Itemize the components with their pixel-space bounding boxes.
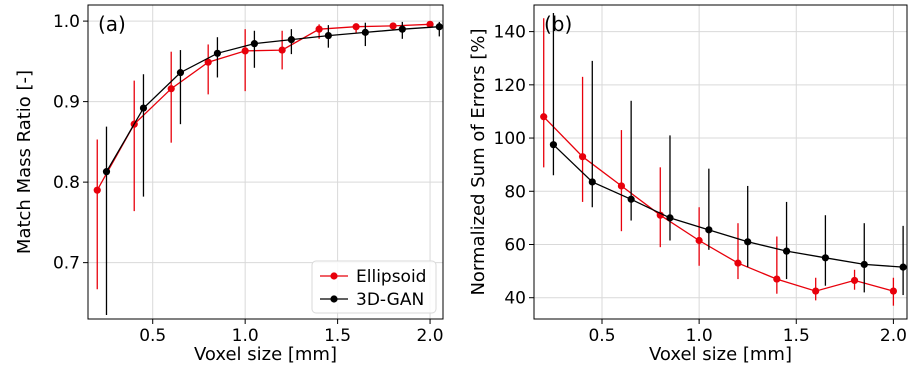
gan-data-point: [102, 168, 111, 176]
ellipsoid-data-point: [734, 259, 742, 267]
ellipsoid-data-point: [850, 276, 859, 285]
x-tick-label: 1.5: [783, 326, 810, 346]
plot-frame: [533, 4, 908, 320]
x-tick-label: 2.0: [417, 326, 444, 346]
ellipsoid-data-point: [695, 236, 703, 245]
panel-label: (b): [544, 12, 572, 36]
gan-data-point: [821, 254, 830, 262]
legend-label-ellipsoid: Ellipsoid: [356, 267, 426, 287]
ellipsoid-data-point: [204, 58, 212, 66]
panel-label: (a): [98, 12, 126, 36]
ellipsoid-data-point: [241, 47, 249, 55]
y-axis-label: Normalized Sum of Errors [%]: [468, 28, 489, 295]
gan-data-point: [782, 247, 791, 255]
ellipsoid-data-point: [889, 287, 898, 295]
y-axis-label: Match Mass Ratio [-]: [14, 70, 35, 254]
ellipsoid-data-point: [617, 182, 626, 190]
legend-label-gan: 3D-GAN: [356, 290, 424, 310]
y-tick-label: 0.9: [53, 93, 80, 113]
ellipsoid-data-point: [315, 25, 323, 33]
chart-panel-b: 0.5 1.0 1.5 2.0 40 60 80 100 120 140 Voxel size [m…: [468, 4, 908, 365]
y-tick-label: 100: [494, 129, 526, 149]
gan-data-point: [435, 23, 443, 31]
ellipsoid-data-point: [773, 275, 781, 283]
gan-series-line: [552, 144, 904, 268]
y-tick-label: 1.0: [53, 12, 80, 32]
gan-data-point: [250, 40, 259, 48]
x-axis-label: Voxel size [mm]: [649, 344, 792, 365]
gan-data-point: [361, 28, 369, 36]
x-tick-label: 0.5: [588, 326, 615, 346]
x-tick-label: 2.0: [880, 326, 907, 346]
gan-data-point: [705, 226, 713, 234]
y-tick-label: 80: [504, 182, 526, 202]
gan-series-line: [105, 26, 440, 173]
legend-marker-ellipsoid: [330, 272, 338, 280]
gan-data-point: [744, 238, 752, 246]
ellipsoid-data-point: [352, 23, 360, 31]
y-tick-label: 120: [494, 76, 526, 96]
ellipsoid-data-point: [812, 287, 820, 295]
ellipsoid-series-line: [543, 116, 894, 292]
legend: Ellipsoid 3D-GAN: [311, 260, 437, 314]
gan-data-point: [627, 195, 635, 203]
legend-box: [311, 260, 437, 314]
gan-data-point: [666, 214, 674, 222]
gan-data-point: [213, 49, 222, 57]
x-tick-label: 1.0: [686, 326, 713, 346]
ellipsoid-data-point: [578, 153, 587, 161]
plot-frame: [87, 4, 444, 320]
legend-marker-gan: [330, 295, 338, 303]
ellipsoid-data-point: [167, 85, 175, 93]
ellipsoid-data-point: [93, 186, 101, 194]
y-tick-label: 0.7: [53, 254, 80, 274]
gan-data-point: [139, 104, 148, 112]
ellipsoid-data-point: [540, 113, 548, 121]
gan-data-point: [398, 25, 406, 33]
ellipsoid-data-point: [389, 22, 397, 30]
x-tick-label: 1.0: [232, 326, 259, 346]
gan-data-point: [588, 178, 596, 186]
x-tick-label: 1.5: [324, 326, 351, 346]
ellipsoid-data-point: [426, 20, 434, 28]
gan-data-point: [287, 36, 295, 44]
gan-data-point: [324, 31, 332, 40]
y-tick-label: 40: [504, 289, 526, 309]
y-tick-label: 60: [504, 235, 526, 255]
ellipsoid-data-point: [278, 46, 286, 54]
gan-data-point: [860, 260, 868, 269]
y-tick-label: 0.8: [53, 173, 80, 193]
gan-data-point: [176, 69, 185, 77]
y-tick-label: 140: [494, 23, 526, 43]
gan-data-point: [549, 141, 558, 149]
x-axis-label: Voxel size [mm]: [194, 344, 337, 365]
gan-data-point: [899, 263, 907, 271]
x-tick-label: 0.5: [139, 326, 166, 346]
ellipsoid-series-line: [96, 23, 431, 191]
